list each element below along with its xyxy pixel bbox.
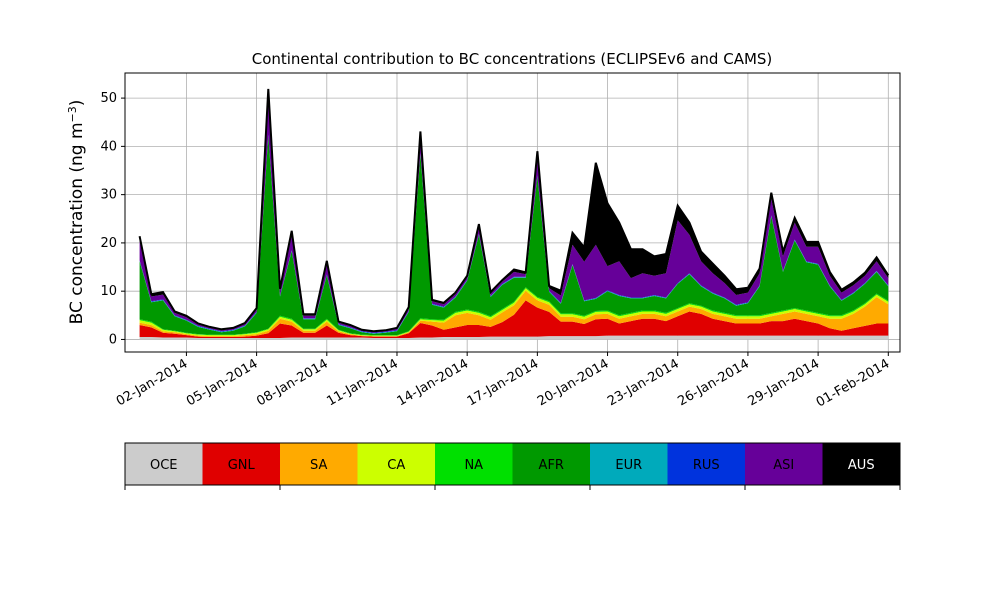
legend-label-aus: AUS xyxy=(848,458,875,473)
area-gnl xyxy=(139,300,889,338)
plot-frame xyxy=(124,72,901,353)
y-axis-label-exponent: −3 xyxy=(66,106,79,122)
legend-frame xyxy=(124,442,901,486)
y-tick-label: 0 xyxy=(109,332,117,347)
legend-swatch-gnl xyxy=(202,443,281,485)
y-tick-label: 10 xyxy=(100,284,117,299)
total-outline xyxy=(138,88,890,333)
legend-label-afr: AFR xyxy=(539,458,564,473)
legend-swatch-afr xyxy=(512,443,591,485)
legend-label-rus: RUS xyxy=(693,458,720,473)
legend-swatch-rus xyxy=(667,443,746,485)
legend-label-asi: ASI xyxy=(773,458,794,473)
legend-label-eur: EUR xyxy=(615,458,642,473)
y-tick-label: 40 xyxy=(100,139,117,154)
stacked-areas xyxy=(138,88,890,340)
legend: OCE GNL SA CA NA AFR EUR RUS ASI AUS xyxy=(124,442,901,490)
y-axis-label-close: ) xyxy=(67,100,87,107)
area-asi xyxy=(139,96,889,333)
chart-title: Continental contribution to BC concentra… xyxy=(252,50,773,68)
y-tick-label: 30 xyxy=(100,188,117,203)
area-afr xyxy=(139,135,889,336)
legend-swatch-eur xyxy=(590,443,668,485)
legend-swatch-na xyxy=(435,443,513,485)
area-oce xyxy=(139,335,889,340)
legend-swatch-ca xyxy=(357,443,436,485)
legend-swatch-oce xyxy=(125,443,203,485)
legend-swatch-aus xyxy=(822,443,901,485)
y-axis-label: BC concentration (ng m−3) xyxy=(66,100,88,325)
y-tick-label: 20 xyxy=(100,236,117,251)
area-sa xyxy=(139,290,889,337)
legend-label-na: NA xyxy=(464,458,483,473)
legend-swatch-sa xyxy=(280,443,358,485)
legend-swatch-asi xyxy=(745,443,823,485)
legend-label-gnl: GNL xyxy=(228,458,256,473)
legend-label-ca: CA xyxy=(387,458,405,473)
y-axis-ticks: 0 10 20 30 40 50 xyxy=(100,91,125,347)
y-axis-label-base: BC concentration (ng m xyxy=(67,122,87,324)
y-tick-label: 50 xyxy=(100,91,117,106)
legend-label-sa: SA xyxy=(310,458,327,473)
legend-label-oce: OCE xyxy=(150,458,178,473)
